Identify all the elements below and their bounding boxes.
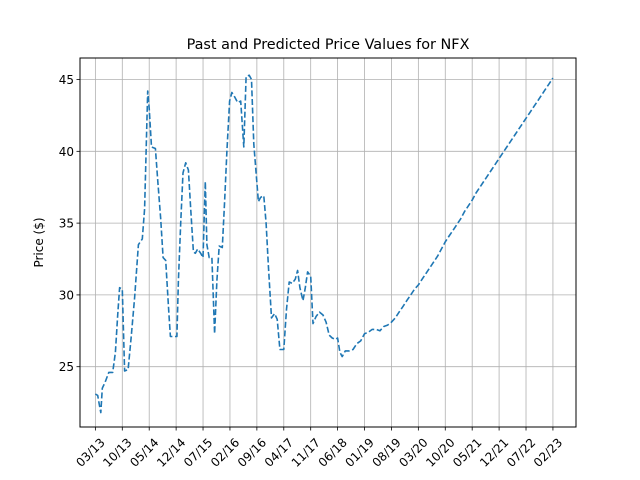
y-tick-label: 35: [59, 217, 74, 231]
y-tick-label: 30: [59, 288, 74, 302]
plot-frame: [79, 57, 577, 428]
price-series-line: [94, 74, 554, 414]
y-axis-label: Price ($): [32, 217, 46, 267]
y-tick-label: 40: [59, 145, 74, 159]
grid-lines: [80, 58, 576, 427]
y-tick-label: 45: [59, 73, 74, 87]
chart-title: Past and Predicted Price Values for NFX: [187, 37, 470, 53]
y-tick-label: 25: [59, 360, 74, 374]
series-layer: [94, 74, 554, 414]
y-axis: 25 30 35 40 45: [59, 73, 80, 374]
